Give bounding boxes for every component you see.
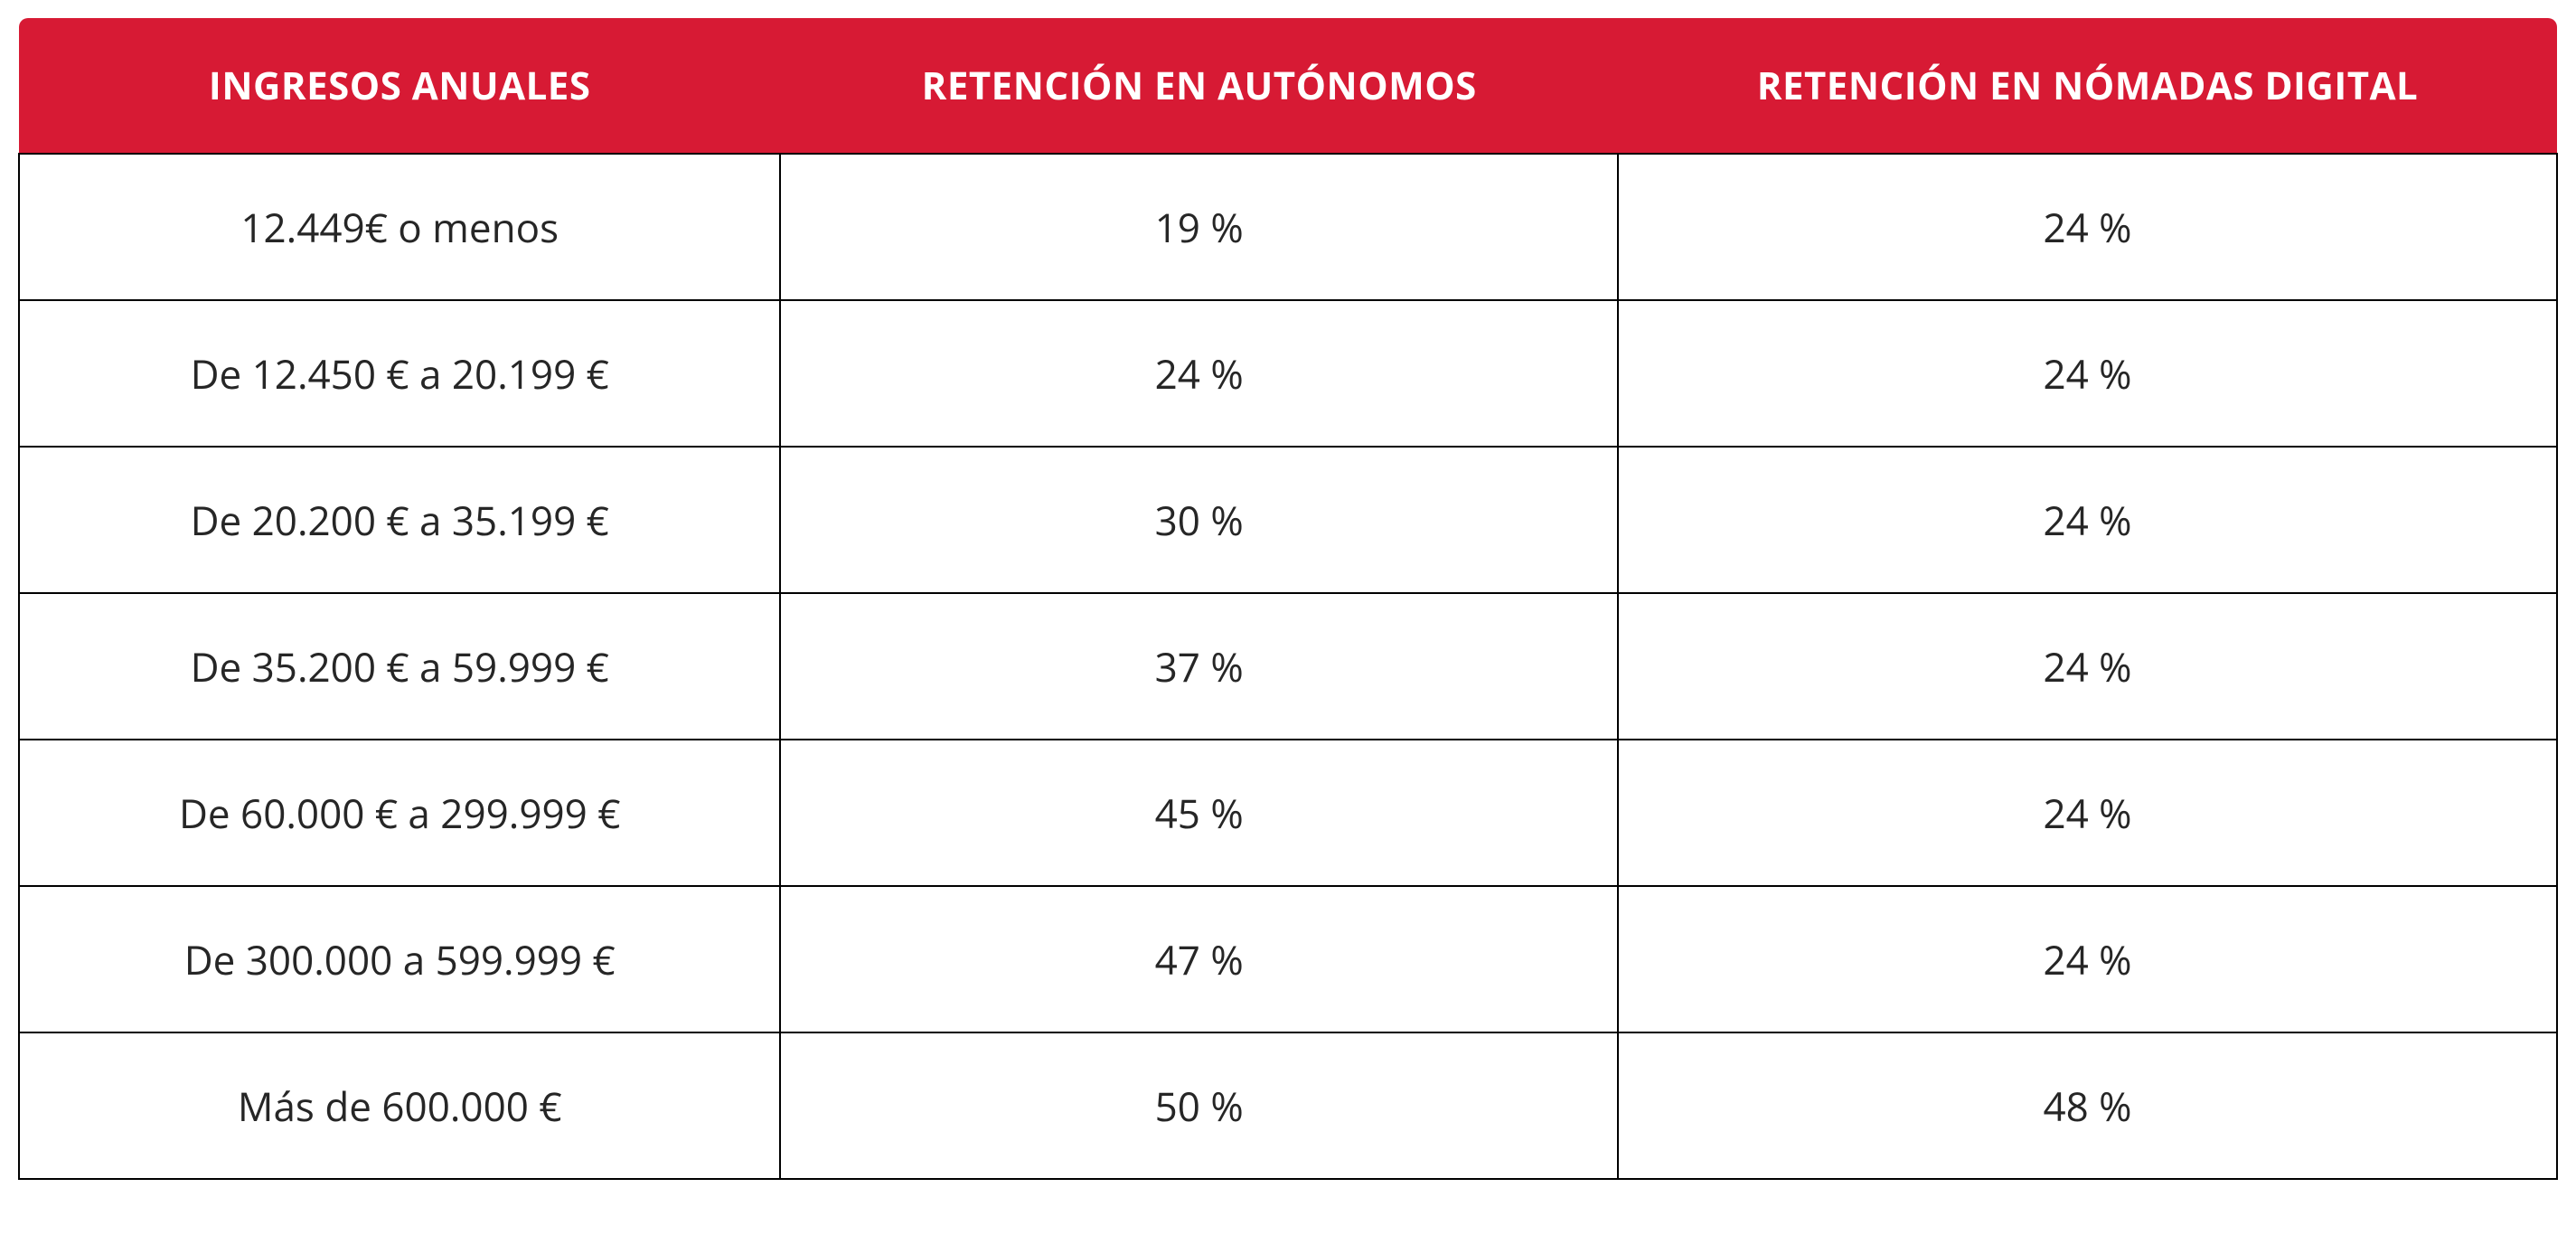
cell-autonomos: 30 % — [780, 447, 1618, 593]
table-row: De 35.200 € a 59.999 € 37 % 24 % — [19, 593, 2557, 740]
cell-nomadas: 24 % — [1618, 447, 2557, 593]
cell-nomadas: 24 % — [1618, 154, 2557, 300]
cell-autonomos: 37 % — [780, 593, 1618, 740]
table-row: De 300.000 a 599.999 € 47 % 24 % — [19, 886, 2557, 1032]
cell-autonomos: 19 % — [780, 154, 1618, 300]
cell-income: De 35.200 € a 59.999 € — [19, 593, 780, 740]
table-row: De 60.000 € a 299.999 € 45 % 24 % — [19, 740, 2557, 886]
cell-autonomos: 45 % — [780, 740, 1618, 886]
cell-income: Más de 600.000 € — [19, 1032, 780, 1179]
tax-rates-table: INGRESOS ANUALES RETENCIÓN EN AUTÓNOMOS … — [18, 18, 2558, 1180]
table-row: De 20.200 € a 35.199 € 30 % 24 % — [19, 447, 2557, 593]
cell-income: 12.449€ o menos — [19, 154, 780, 300]
header-nomadas: RETENCIÓN EN NÓMADAS DIGITAL — [1618, 18, 2557, 154]
cell-nomadas: 24 % — [1618, 886, 2557, 1032]
header-income: INGRESOS ANUALES — [19, 18, 780, 154]
table-row: Más de 600.000 € 50 % 48 % — [19, 1032, 2557, 1179]
cell-income: De 20.200 € a 35.199 € — [19, 447, 780, 593]
cell-income: De 60.000 € a 299.999 € — [19, 740, 780, 886]
cell-autonomos: 47 % — [780, 886, 1618, 1032]
cell-income: De 12.450 € a 20.199 € — [19, 300, 780, 447]
cell-income: De 300.000 a 599.999 € — [19, 886, 780, 1032]
table-row: De 12.450 € a 20.199 € 24 % 24 % — [19, 300, 2557, 447]
cell-nomadas: 24 % — [1618, 300, 2557, 447]
cell-nomadas: 48 % — [1618, 1032, 2557, 1179]
table-row: 12.449€ o menos 19 % 24 % — [19, 154, 2557, 300]
header-autonomos: RETENCIÓN EN AUTÓNOMOS — [780, 18, 1618, 154]
header-row: INGRESOS ANUALES RETENCIÓN EN AUTÓNOMOS … — [19, 18, 2557, 154]
cell-autonomos: 24 % — [780, 300, 1618, 447]
table-body: 12.449€ o menos 19 % 24 % De 12.450 € a … — [19, 154, 2557, 1179]
cell-autonomos: 50 % — [780, 1032, 1618, 1179]
cell-nomadas: 24 % — [1618, 740, 2557, 886]
table-header: INGRESOS ANUALES RETENCIÓN EN AUTÓNOMOS … — [19, 18, 2557, 154]
cell-nomadas: 24 % — [1618, 593, 2557, 740]
